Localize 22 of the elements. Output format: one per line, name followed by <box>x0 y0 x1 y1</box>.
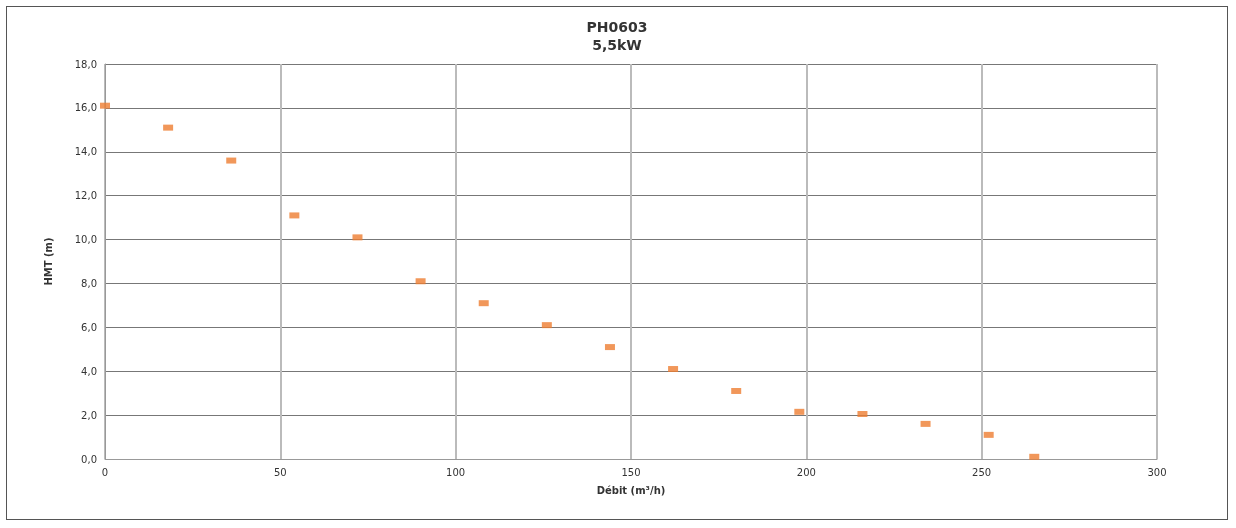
x-tick-label: 100 <box>446 466 466 478</box>
y-axis-title: HMT (m) <box>42 237 54 286</box>
y-tick-label: 16,0 <box>74 102 97 114</box>
y-tick-label: 0,0 <box>81 453 97 465</box>
x-tick-label: 150 <box>621 466 641 478</box>
x-tick-label: 50 <box>273 466 287 478</box>
y-tick-label: 4,0 <box>81 365 97 377</box>
y-tick-label: 10,0 <box>74 234 97 246</box>
y-tick-label: 8,0 <box>81 277 97 289</box>
x-tick-label: 300 <box>1147 466 1167 478</box>
x-tick-label: 200 <box>796 466 816 478</box>
chart-subtitle: 5,5kW <box>592 37 642 53</box>
x-axis-title: Débit (m³/h) <box>596 484 666 496</box>
chart-title: PH0603 <box>586 19 648 35</box>
x-tick-label: 250 <box>972 466 992 478</box>
x-tick-label: 0 <box>101 466 109 478</box>
y-tick-label: 2,0 <box>81 409 97 421</box>
point <box>100 102 110 109</box>
y-tick-label: 12,0 <box>74 190 97 202</box>
y-tick-label: 14,0 <box>74 146 97 158</box>
y-tick-label: 18,0 <box>74 58 97 70</box>
y-tick-label: 6,0 <box>81 321 97 333</box>
